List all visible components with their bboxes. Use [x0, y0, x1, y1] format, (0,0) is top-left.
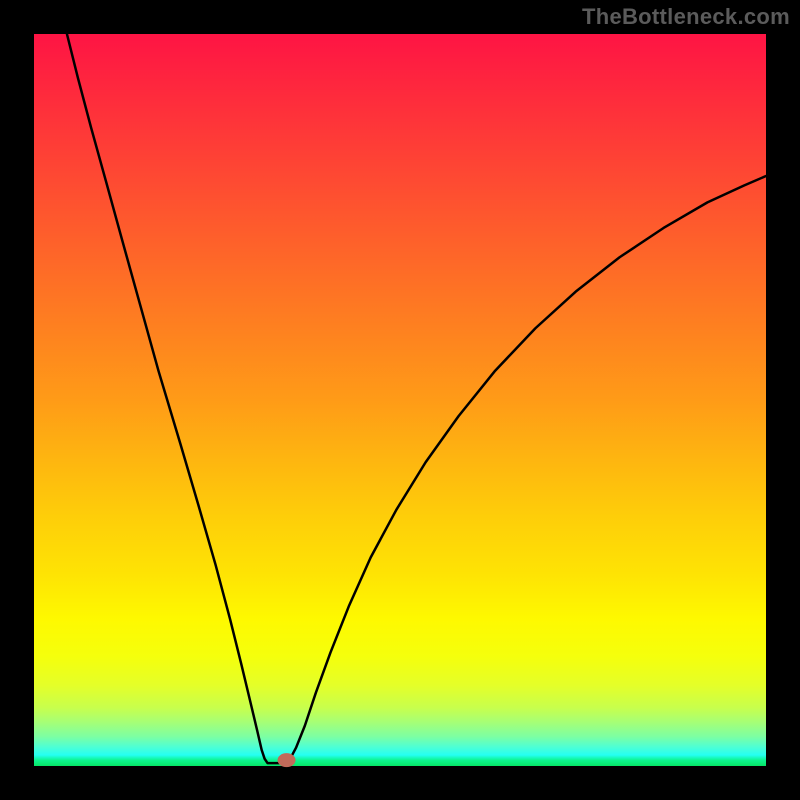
chart-container: { "watermark": "TheBottleneck.com", "cha… — [0, 0, 800, 800]
bottleneck-chart — [0, 0, 800, 800]
optimum-marker — [278, 753, 296, 767]
watermark-label: TheBottleneck.com — [582, 4, 790, 30]
plot-background — [34, 34, 766, 766]
